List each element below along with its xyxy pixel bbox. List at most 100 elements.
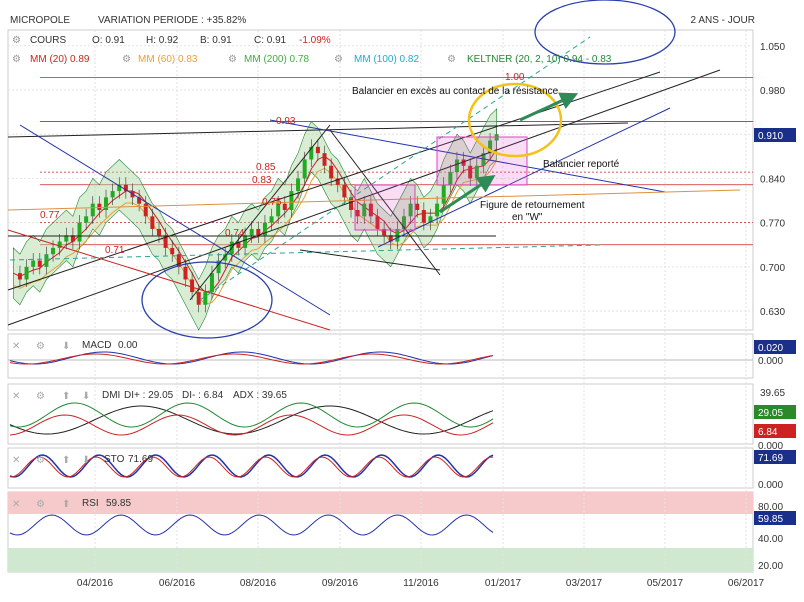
candle-body [37, 260, 42, 267]
mm100-gear-icon[interactable]: ⚙ [334, 54, 343, 65]
sto-badge-text: 71.69 [758, 453, 783, 464]
candle-body [302, 159, 307, 179]
sto-up-icon[interactable]: ⬆ [62, 455, 70, 466]
sto-close-icon[interactable]: ✕ [12, 455, 20, 466]
candle-body [190, 279, 195, 293]
candle-body [289, 191, 294, 210]
candle-body [282, 203, 287, 210]
y-tick-label: 0.840 [760, 174, 785, 185]
candle-body [315, 146, 320, 154]
candle-body [31, 260, 36, 267]
dmi-down-icon[interactable]: ⬇ [82, 391, 90, 402]
rsi-gear-icon[interactable]: ⚙ [36, 499, 45, 510]
macd-axis-zero: 0.000 [758, 356, 783, 367]
candle-body [395, 228, 400, 242]
trend-line [7, 189, 741, 211]
candle-body [474, 165, 479, 179]
level-093: 0.93 [276, 116, 296, 127]
macd-gear-icon[interactable]: ⚙ [36, 341, 45, 352]
mm60-gear-icon[interactable]: ⚙ [122, 54, 131, 65]
rsi-close-icon[interactable]: ✕ [12, 499, 20, 510]
di-minus-line [9, 414, 494, 436]
sto-down-icon[interactable]: ⬇ [82, 455, 90, 466]
trend-line [7, 229, 331, 331]
candle-body [435, 203, 440, 217]
candle-body [196, 292, 201, 305]
candle-body [183, 266, 188, 280]
candle-body [256, 228, 261, 236]
candle-body [203, 292, 208, 305]
annotation-balancier-reporte: Balancier reporté [543, 159, 620, 170]
indicator-lines [8, 351, 753, 536]
sto-k-line [9, 454, 494, 478]
cours-label: COURS [30, 35, 66, 46]
sto-gear-icon[interactable]: ⚙ [36, 455, 45, 466]
rsi-overbought-zone [8, 492, 753, 514]
candle-body [117, 184, 122, 192]
trend-line [269, 119, 666, 193]
candle-body [216, 260, 221, 274]
x-tick-label: 11/2016 [403, 578, 439, 589]
dip-badge [754, 405, 796, 419]
candle-body [382, 228, 387, 236]
candle-body [335, 178, 340, 185]
reversal-arrow [439, 175, 496, 214]
keltner-gear-icon[interactable]: ⚙ [447, 54, 456, 65]
candle-body [309, 146, 314, 160]
macd-down-icon[interactable]: ⬇ [62, 341, 70, 352]
rsi-label: RSI [82, 498, 99, 509]
candle-body [461, 159, 466, 166]
sto-label: STO [104, 454, 125, 465]
candle-body [322, 153, 327, 166]
rsi-axis-80: 80.00 [758, 502, 783, 513]
dip-badge-text: 29.05 [758, 408, 783, 419]
candle-body [488, 140, 493, 154]
rsi-up-icon[interactable]: ⬆ [62, 499, 70, 510]
cours-gear-icon[interactable]: ⚙ [12, 35, 21, 46]
annotation-shapes [141, 0, 676, 339]
mm60-line [13, 160, 498, 305]
mm20-line [13, 148, 498, 293]
level-077: 0.77 [40, 210, 60, 221]
x-tick-label: 06/2016 [159, 578, 196, 589]
candle-body [296, 178, 301, 192]
mm60-legend: MM (60) 0.83 [138, 54, 198, 65]
level-074: 0.74 [225, 228, 245, 239]
mm200-gear-icon[interactable]: ⚙ [228, 54, 237, 65]
candle-body [448, 172, 453, 185]
trend-line [7, 69, 721, 326]
candle-body [137, 197, 142, 204]
candle-body [64, 235, 69, 242]
dmi-gear-icon[interactable]: ⚙ [36, 391, 45, 402]
candle-body [428, 216, 433, 223]
sto-axis-zero: 0.000 [758, 480, 783, 491]
rsi-badge-text: 59.85 [758, 514, 783, 525]
close-label: C: 0.91 [254, 35, 287, 46]
candle-body [441, 184, 446, 204]
x-tick-label: 01/2017 [485, 578, 522, 589]
x-tick-label: 04/2016 [77, 578, 114, 589]
macd-close-icon[interactable]: ✕ [12, 341, 20, 352]
rsi-line [9, 514, 494, 536]
candle-body [368, 203, 373, 217]
candle-body [163, 235, 168, 248]
open-label: O: 0.91 [92, 35, 125, 46]
candle-body [329, 165, 334, 179]
candle-body [84, 216, 89, 223]
candle-body [51, 247, 56, 255]
sto-value: 71.69 [128, 454, 153, 465]
candle-body [269, 216, 274, 223]
rsi-value: 59.85 [106, 498, 131, 509]
current-price-badge [754, 128, 796, 142]
candle-body [44, 254, 49, 267]
y-tick-label: 1.050 [760, 42, 785, 53]
level-083: 0.83 [252, 175, 272, 186]
dmi-up-icon[interactable]: ⬆ [62, 391, 70, 402]
y-tick-label: 0.770 [760, 219, 785, 230]
y-tick-label: 0.980 [760, 86, 785, 97]
annotation-figure-line1: Figure de retournement [480, 200, 585, 211]
candle-body [454, 159, 459, 173]
mm20-gear-icon[interactable]: ⚙ [12, 54, 21, 65]
candle-body [24, 266, 29, 280]
dmi-close-icon[interactable]: ✕ [12, 391, 20, 402]
